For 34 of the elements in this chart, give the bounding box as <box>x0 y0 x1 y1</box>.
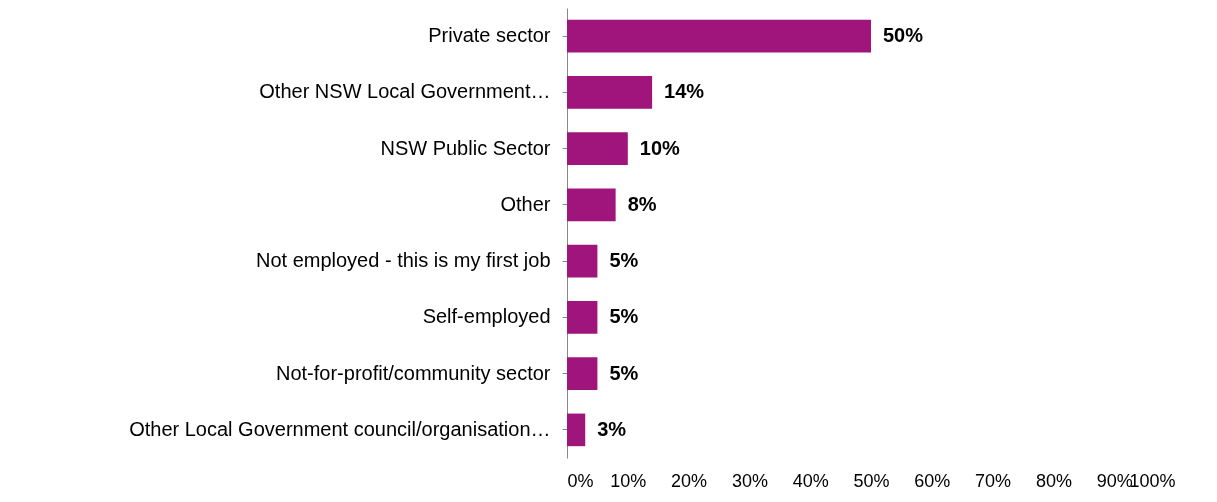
y-tick-label: Other <box>500 192 551 215</box>
data-label: 5% <box>609 361 639 384</box>
x-tick-label: 10% <box>610 470 647 491</box>
data-label: 10% <box>639 136 681 159</box>
data-label: 14% <box>664 80 705 103</box>
data-label: 5% <box>609 305 639 328</box>
data-label: 8% <box>627 192 657 215</box>
x-tick-label: 80% <box>1035 470 1072 491</box>
y-tick-label: NSW Public Sector <box>380 136 551 159</box>
data-label: 5% <box>609 249 639 272</box>
y-tick-label: Private sector <box>428 24 551 47</box>
bar <box>567 413 586 447</box>
x-tick-label: 90% <box>1096 470 1133 491</box>
y-tick-label: Self-employed <box>422 305 551 328</box>
x-tick-label: 0% <box>567 470 594 491</box>
x-tick-label: 60% <box>914 470 951 491</box>
data-label: 50% <box>883 24 924 47</box>
y-tick-label: Not-for-profit/community sector <box>275 361 551 384</box>
bar <box>567 301 598 334</box>
x-tick-label: 70% <box>975 470 1012 491</box>
y-tick-label: Other Local Government council/organisation… <box>129 417 551 440</box>
bar <box>567 19 871 53</box>
x-tick-label: 40% <box>792 470 829 491</box>
bar <box>567 357 598 390</box>
y-tick-label: Other NSW Local Government… <box>259 80 551 103</box>
bar <box>567 244 598 278</box>
data-label: 3% <box>597 417 627 440</box>
x-tick-label: 20% <box>671 470 708 491</box>
bar <box>567 132 628 165</box>
bar <box>567 76 653 109</box>
x-tick-label: 30% <box>731 470 768 491</box>
x-tick-label: 50% <box>853 470 890 491</box>
bar <box>567 188 616 222</box>
y-tick-label: Not employed - this is my first job <box>255 249 551 272</box>
